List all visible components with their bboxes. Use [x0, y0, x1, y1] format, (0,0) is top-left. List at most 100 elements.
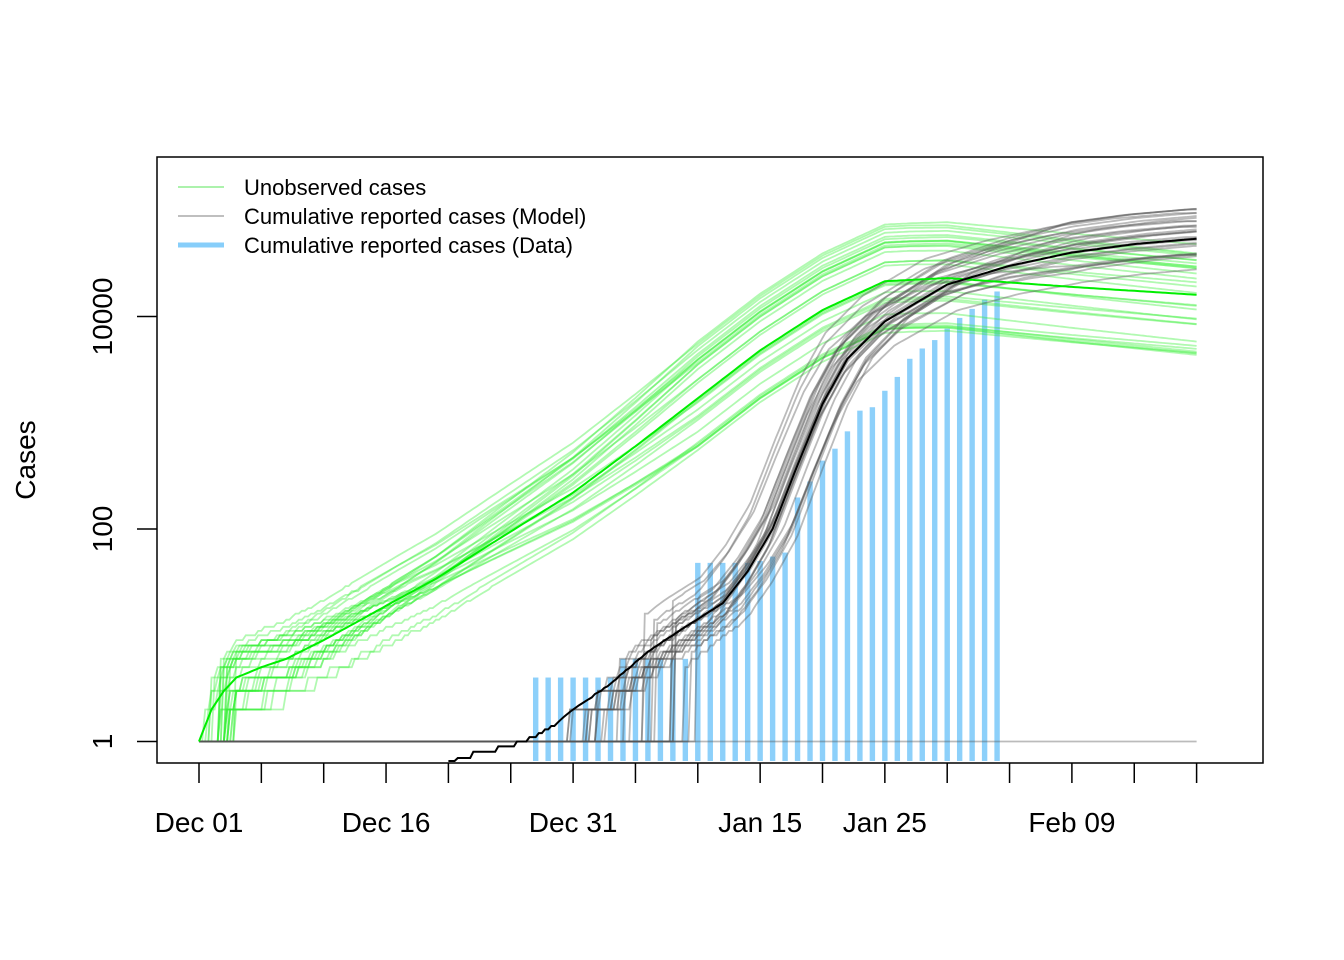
- unobserved-simulation-line: [199, 239, 1197, 743]
- data-bar: [532, 677, 539, 761]
- model-simulation-line: [199, 268, 1197, 743]
- unobserved-simulation-line: [199, 281, 1197, 743]
- data-bar: [545, 677, 551, 761]
- data-bar: [994, 291, 1000, 761]
- model-simulation-line: [199, 211, 1197, 743]
- data-bar: [707, 562, 713, 761]
- unobserved-simulation-line: [199, 282, 1197, 743]
- data-bar: [695, 562, 701, 761]
- unobserved-simulation-line: [199, 239, 1197, 743]
- x-tick-label: Dec 01: [155, 807, 244, 838]
- unobserved-simulation-line: [199, 295, 1197, 743]
- data-bar: [869, 407, 876, 761]
- model-simulation-line: [199, 230, 1197, 743]
- data-bars: [532, 291, 1000, 761]
- model-simulation-line: [199, 253, 1197, 743]
- unobserved-simulation-line: [199, 234, 1197, 743]
- unobserved-simulation-line: [199, 259, 1197, 743]
- model-simulation-line: [199, 236, 1197, 743]
- unobserved-simulation-line: [199, 249, 1197, 743]
- unobserved-simulation-line: [199, 244, 1197, 743]
- data-bar: [732, 562, 738, 761]
- x-tick-label: Jan 15: [718, 807, 802, 838]
- model-simulation-line: [199, 208, 1197, 743]
- unobserved-simulation-line: [199, 230, 1197, 743]
- data-bar: [819, 460, 826, 761]
- model-simulation-line: [199, 245, 1197, 743]
- data-bar: [720, 562, 726, 761]
- data-bar: [956, 317, 963, 761]
- data-bar: [857, 410, 863, 761]
- model-simulation-line: [199, 224, 1197, 743]
- unobserved-simulation-line: [199, 226, 1197, 743]
- data-bar: [807, 481, 813, 761]
- data-bar: [894, 376, 901, 761]
- mean-lines: [198, 237, 1197, 762]
- data-bar: [969, 308, 975, 761]
- model-mean-line: [448, 237, 1197, 762]
- model-simulation-line: [199, 208, 1197, 743]
- y-axis: 1 100 10000: [87, 278, 157, 750]
- model-simulation-line: [199, 215, 1197, 743]
- unobserved-simulation-line: [199, 259, 1197, 743]
- data-bar: [582, 677, 589, 761]
- model-simulation-line: [199, 216, 1197, 743]
- data-bar: [682, 658, 689, 761]
- model-simulation-line: [199, 220, 1197, 743]
- unobserved-simulation-line: [199, 242, 1197, 743]
- data-bar: [794, 497, 801, 761]
- data-bar: [932, 340, 938, 761]
- unobserved-simulation-line: [199, 280, 1197, 743]
- unobserved-simulation-line: [199, 329, 1197, 743]
- model-simulation-line: [199, 228, 1197, 743]
- unobserved-mean-line: [198, 277, 1197, 742]
- y-tick-label: 100: [87, 506, 118, 553]
- data-bar: [645, 658, 651, 761]
- unobserved-simulation-line: [199, 245, 1197, 743]
- unobserved-simulation-line: [199, 297, 1197, 743]
- data-bar: [844, 431, 851, 761]
- y-tick-label: 10000: [87, 278, 118, 356]
- unobserved-simulation-line: [199, 322, 1197, 743]
- data-bar: [919, 348, 925, 761]
- model-simulation-line: [199, 252, 1197, 743]
- unobserved-simulation-line: [199, 325, 1197, 743]
- unobserved-simulation-line: [199, 224, 1197, 743]
- data-bar: [657, 658, 664, 761]
- data-bar: [632, 658, 639, 761]
- x-tick-label: Jan 25: [843, 807, 927, 838]
- x-tick-label: Dec 16: [342, 807, 431, 838]
- unobserved-simulation-line: [199, 263, 1197, 743]
- data-bar: [907, 358, 913, 761]
- data-bar: [981, 299, 988, 761]
- model-simulation-line: [199, 230, 1197, 743]
- unobserved-simulation-line: [199, 236, 1197, 743]
- data-bar: [670, 658, 676, 761]
- data-bar: [607, 677, 614, 761]
- y-tick-label: 1: [87, 734, 118, 750]
- unobserved-simulations: [199, 221, 1197, 743]
- y-axis-title: Cases: [10, 420, 41, 499]
- legend: Unobserved cases Cumulative reported case…: [178, 175, 586, 258]
- unobserved-simulation-line: [199, 290, 1197, 743]
- model-simulation-line: [199, 224, 1197, 743]
- unobserved-simulation-line: [199, 326, 1197, 743]
- x-axis: Dec 01 Dec 16 Dec 31 Jan 15 Jan 25 Feb 09: [155, 763, 1198, 838]
- data-bar: [769, 556, 776, 761]
- data-bar: [595, 677, 601, 761]
- data-bar: [832, 448, 838, 761]
- model-simulation-line: [199, 253, 1197, 743]
- unobserved-simulation-line: [199, 312, 1197, 743]
- unobserved-simulation-line: [199, 299, 1197, 743]
- x-tick-label: Dec 31: [529, 807, 618, 838]
- model-simulation-line: [199, 212, 1197, 743]
- data-bar: [782, 552, 788, 761]
- legend-label: Cumulative reported cases (Data): [244, 233, 573, 258]
- data-bar: [570, 677, 576, 761]
- x-tick-label: Feb 09: [1028, 807, 1115, 838]
- unobserved-simulation-line: [199, 240, 1197, 743]
- data-bar: [944, 328, 950, 761]
- legend-label: Cumulative reported cases (Model): [244, 204, 586, 229]
- model-simulation-line: [199, 243, 1197, 743]
